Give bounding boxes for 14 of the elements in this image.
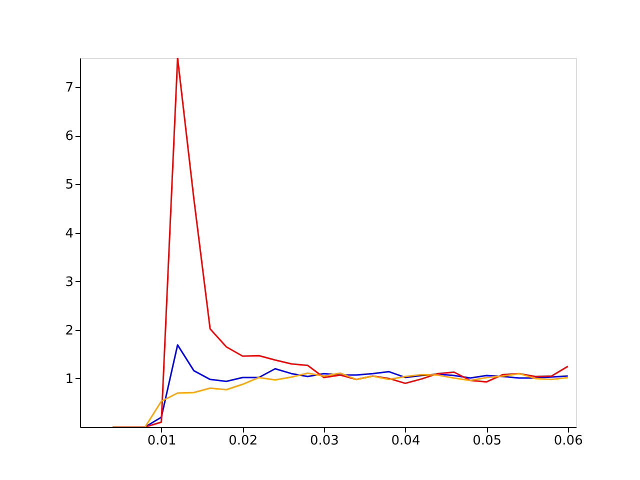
- line-series: [112, 372, 569, 427]
- x-tick-label: 0.05: [472, 434, 502, 448]
- x-tick-label: 0.01: [147, 434, 176, 448]
- y-tick-label: 7: [65, 80, 74, 96]
- y-tick-label: 4: [65, 226, 74, 242]
- x-tick-label: 0.02: [228, 434, 258, 448]
- y-tick-label: 6: [65, 129, 74, 144]
- y-tick-label: 1: [65, 372, 74, 387]
- y-tick-label: 2: [65, 323, 74, 338]
- y-tick-label: 5: [65, 178, 74, 193]
- x-tick-label: 0.03: [310, 434, 339, 448]
- x-tick-label: 0.04: [391, 434, 420, 448]
- y-tick-label: 3: [65, 274, 74, 290]
- x-tick-label: 0.06: [554, 434, 583, 448]
